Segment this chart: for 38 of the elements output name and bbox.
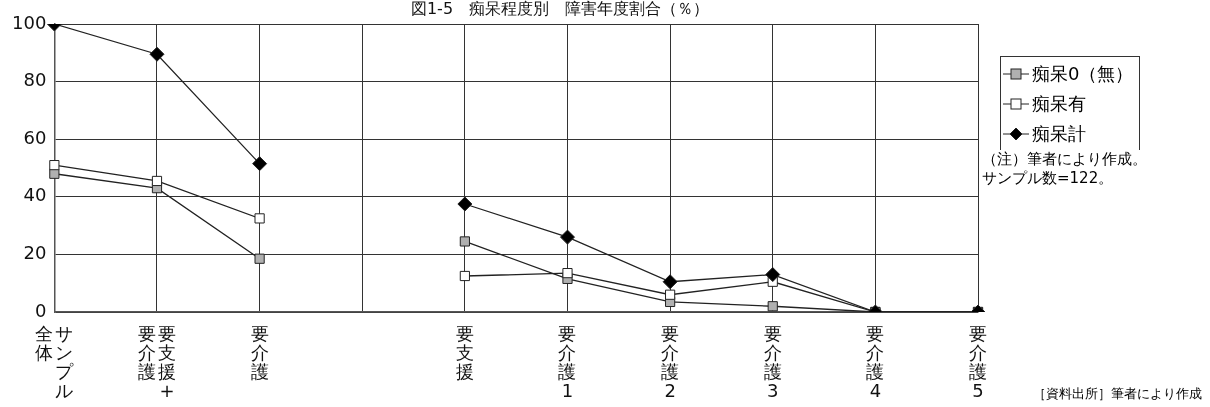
legend-label: 痴呆計 <box>1032 122 1086 146</box>
point <box>767 301 778 312</box>
x-tick-label: 要介護5 <box>969 322 987 401</box>
point <box>49 160 60 171</box>
y-tick-label: 60 <box>23 126 47 148</box>
category-label: サンプル全体 <box>35 322 74 401</box>
point <box>559 229 575 245</box>
point <box>662 274 678 290</box>
y-tick-label: 40 <box>23 184 47 206</box>
text: （注）筆者により作成。 <box>982 150 1147 169</box>
legend-label: 痴呆0（無） <box>1032 62 1134 86</box>
text: サンプル数=122。 <box>982 169 1115 188</box>
x-tick-label: 要介護 <box>250 322 269 382</box>
chart-title: 図1-5 痴呆程度別 障害年度割合（％） <box>410 0 710 19</box>
legend-label: 痴呆有 <box>1032 92 1086 116</box>
point <box>49 168 60 179</box>
x-tick-label: 要介護2 <box>661 322 680 401</box>
x-tick-label: 要介護1 <box>558 322 577 401</box>
x-tick-label: 要介護3 <box>763 322 782 401</box>
point <box>765 267 781 283</box>
text: ［資料出所］筆者により作成 <box>1033 385 1202 403</box>
y-tick-label: 20 <box>23 242 47 264</box>
point <box>149 46 165 62</box>
point <box>252 156 268 172</box>
point <box>562 268 573 279</box>
point <box>254 253 265 264</box>
x-tick-label: 要支援 <box>455 322 474 382</box>
category-label: 要支援+要介護 <box>137 322 176 401</box>
point <box>457 196 473 212</box>
point <box>459 236 470 247</box>
x-tick-label: 要介護4 <box>866 322 885 401</box>
point <box>151 175 163 187</box>
point <box>254 213 265 224</box>
y-tick-label: 80 <box>23 69 47 91</box>
point <box>665 289 676 300</box>
y-tick-label: 100 <box>12 11 47 33</box>
y-tick-label: 0 <box>34 299 47 321</box>
point <box>459 270 470 282</box>
